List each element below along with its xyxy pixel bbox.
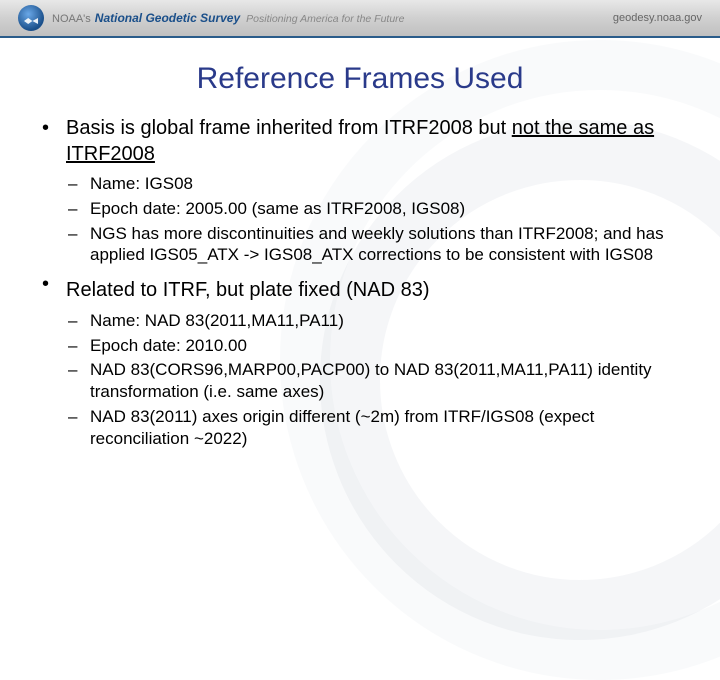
slide-title: Reference Frames Used — [36, 62, 684, 96]
list-item: NAD 83(2011) axes origin different (~2m)… — [66, 406, 684, 450]
list-item: Related to ITRF, but plate fixed (NAD 83… — [36, 272, 684, 449]
brand-noaa: NOAA's — [52, 13, 91, 25]
list-item: Epoch date: 2005.00 (same as ITRF2008, I… — [66, 198, 684, 220]
sub-list: Name: NAD 83(2011,MA11,PA11) Epoch date:… — [66, 310, 684, 450]
list-item: NGS has more discontinuities and weekly … — [66, 223, 684, 267]
bullet-text-pre: Related to ITRF, but plate fixed (NAD 83… — [66, 279, 430, 301]
list-item: Epoch date: 2010.00 — [66, 335, 684, 357]
list-item: NAD 83(CORS96,MARP00,PACP00) to NAD 83(2… — [66, 359, 684, 403]
header-site: geodesy.noaa.gov — [613, 12, 702, 24]
noaa-logo-icon — [18, 5, 44, 31]
brand-ngs: National Geodetic Survey — [95, 11, 240, 25]
bullet-list: Basis is global frame inherited from ITR… — [36, 116, 684, 449]
header-bar: NOAA's National Geodetic Survey Position… — [0, 0, 720, 38]
bullet-text-pre: Basis is global frame inherited from ITR… — [66, 117, 512, 139]
brand-text: NOAA's National Geodetic Survey Position… — [52, 11, 405, 25]
list-item: Name: NAD 83(2011,MA11,PA11) — [66, 310, 684, 332]
slide-content: Reference Frames Used Basis is global fr… — [0, 38, 720, 475]
list-item: Name: IGS08 — [66, 173, 684, 195]
brand-tagline: Positioning America for the Future — [246, 13, 404, 25]
sub-list: Name: IGS08 Epoch date: 2005.00 (same as… — [66, 173, 684, 266]
header-left: NOAA's National Geodetic Survey Position… — [18, 5, 405, 31]
list-item: Basis is global frame inherited from ITR… — [36, 116, 684, 266]
